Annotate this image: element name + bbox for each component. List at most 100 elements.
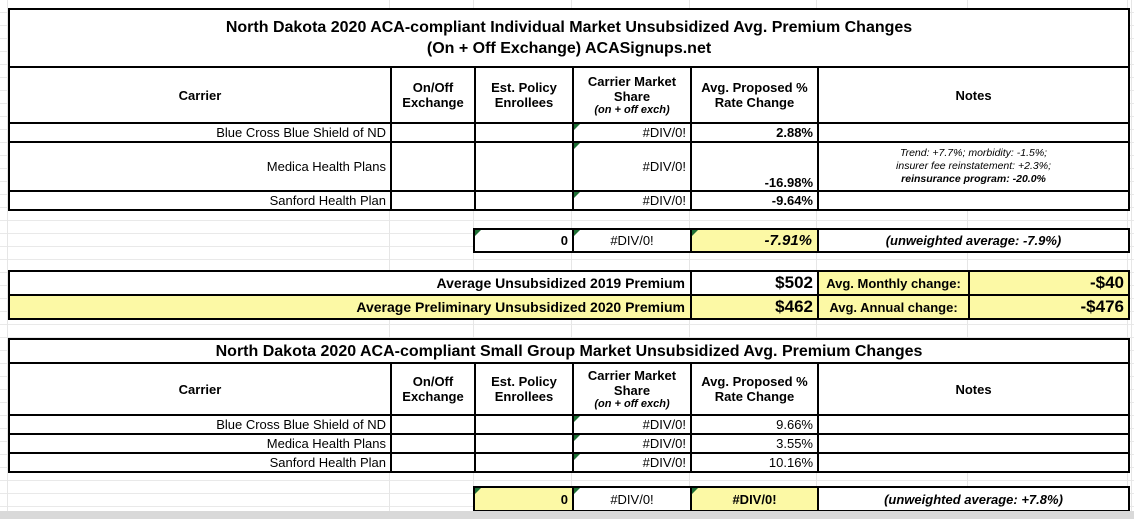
exchange-cell[interactable]	[390, 122, 476, 143]
error-triangle-icon	[476, 231, 481, 236]
market-share-header-subtext: (on + off exch)	[594, 398, 670, 410]
cell-value: 0	[560, 233, 568, 248]
cell-value: -7.91%	[764, 232, 812, 249]
carrier-cell[interactable]: Sanford Health Plan	[8, 452, 392, 473]
notes-cell[interactable]	[816, 433, 1131, 454]
error-triangle-icon	[575, 417, 580, 422]
notes-cell[interactable]	[816, 122, 1131, 143]
rate-change-cell[interactable]: -16.98%	[690, 141, 819, 192]
total-rate-change-cell[interactable]: -7.91%	[690, 228, 819, 253]
notes-cell[interactable]: Trend: +7.7%; morbidity: -1.5%; insurer …	[816, 141, 1131, 192]
gridline	[571, 0, 572, 519]
market-share-header-text: Carrier Market Share	[587, 74, 677, 104]
summary-row: Average Unsubsidized 2019 Premium $502 A…	[8, 270, 1130, 296]
totals-row: 0 #DIV/0! -7.91% (unweighted average: -7…	[473, 228, 1130, 253]
annual-change-label[interactable]: Avg. Annual change:	[817, 294, 970, 320]
notes-cell[interactable]	[816, 414, 1131, 435]
total-enrollees-cell[interactable]: 0	[473, 486, 574, 512]
market-share-cell[interactable]: #DIV/0!	[572, 414, 692, 435]
summary-row: Average Preliminary Unsubsidized 2020 Pr…	[8, 294, 1130, 320]
market-share-cell[interactable]: #DIV/0!	[572, 141, 692, 192]
title-line-1: North Dakota 2020 ACA-compliant Individu…	[225, 19, 913, 36]
enrollees-cell[interactable]	[474, 433, 574, 454]
small-group-totals-row: 0 #DIV/0! #DIV/0! (unweighted average: +…	[473, 486, 1130, 512]
exchange-cell[interactable]	[390, 141, 476, 192]
header-row: Carrier On/Off Exchange Est. Policy Enro…	[8, 362, 1131, 416]
error-triangle-icon	[693, 231, 698, 236]
column-header-rate-change[interactable]: Avg. Proposed % Rate Change	[690, 362, 819, 416]
summary-value-2019[interactable]: $502	[690, 270, 819, 296]
carrier-cell[interactable]: Blue Cross Blue Shield of ND	[8, 414, 392, 435]
monthly-change-value[interactable]: -$40	[968, 270, 1130, 296]
table-row: Blue Cross Blue Shield of ND #DIV/0! 2.8…	[8, 122, 1131, 143]
rate-change-cell[interactable]: 3.55%	[690, 433, 819, 454]
market-share-header-subtext: (on + off exch)	[594, 104, 670, 116]
gridline	[389, 0, 390, 519]
gridline	[967, 0, 968, 519]
column-header-market-share[interactable]: Carrier Market Share (on + off exch)	[572, 66, 692, 124]
unweighted-average-note[interactable]: (unweighted average: +7.8%)	[817, 486, 1130, 512]
column-header-notes[interactable]: Notes	[816, 66, 1131, 124]
total-market-share-cell[interactable]: #DIV/0!	[572, 486, 692, 512]
notes-cell[interactable]	[816, 190, 1131, 211]
column-header-carrier[interactable]: Carrier	[8, 362, 392, 416]
column-header-carrier[interactable]: Carrier	[8, 66, 392, 124]
total-market-share-cell[interactable]: #DIV/0!	[572, 228, 692, 253]
column-header-exchange[interactable]: On/Off Exchange	[390, 66, 476, 124]
individual-totals-row: 0 #DIV/0! -7.91% (unweighted average: -7…	[473, 228, 1130, 253]
small-group-title-cell[interactable]: North Dakota 2020 ACA-compliant Small Gr…	[7, 338, 1131, 364]
market-share-cell[interactable]: #DIV/0!	[572, 433, 692, 454]
market-share-cell[interactable]: #DIV/0!	[572, 190, 692, 211]
cell-value: #DIV/0!	[642, 159, 686, 174]
header-row: Carrier On/Off Exchange Est. Policy Enro…	[8, 66, 1131, 124]
monthly-change-label[interactable]: Avg. Monthly change:	[817, 270, 970, 296]
column-header-market-share[interactable]: Carrier Market Share (on + off exch)	[572, 362, 692, 416]
individual-table-title-cell[interactable]: North Dakota 2020 ACA-compliant Individu…	[7, 8, 1131, 68]
error-triangle-icon	[575, 455, 580, 460]
column-header-enrollees[interactable]: Est. Policy Enrollees	[474, 362, 574, 416]
bottom-gray-strip	[0, 511, 1134, 519]
rate-change-cell[interactable]: -9.64%	[690, 190, 819, 211]
exchange-cell[interactable]	[390, 452, 476, 473]
carrier-cell[interactable]: Blue Cross Blue Shield of ND	[8, 122, 392, 143]
summary-label-2019[interactable]: Average Unsubsidized 2019 Premium	[8, 270, 692, 296]
enrollees-cell[interactable]	[474, 122, 574, 143]
summary-value-2020[interactable]: $462	[690, 294, 819, 320]
enrollees-cell[interactable]	[474, 190, 574, 211]
enrollees-cell[interactable]	[474, 452, 574, 473]
annual-change-value[interactable]: -$476	[968, 294, 1130, 320]
note-line: insurer fee reinstatement: +2.3%;	[896, 160, 1051, 172]
small-group-table: North Dakota 2020 ACA-compliant Small Gr…	[7, 338, 1131, 473]
summary-label-2020[interactable]: Average Preliminary Unsubsidized 2020 Pr…	[8, 294, 692, 320]
error-triangle-icon	[575, 144, 580, 149]
carrier-cell[interactable]: Medica Health Plans	[8, 141, 392, 192]
column-header-notes[interactable]: Notes	[816, 362, 1131, 416]
gridline	[1127, 0, 1128, 519]
table-row: Blue Cross Blue Shield of ND #DIV/0! 9.6…	[8, 414, 1131, 435]
column-header-rate-change[interactable]: Avg. Proposed % Rate Change	[690, 66, 819, 124]
note-line: reinsurance program: -20.0%	[901, 173, 1046, 185]
carrier-cell[interactable]: Medica Health Plans	[8, 433, 392, 454]
notes-cell[interactable]	[816, 452, 1131, 473]
premium-summary-table: Average Unsubsidized 2019 Premium $502 A…	[8, 270, 1130, 320]
individual-market-table: North Dakota 2020 ACA-compliant Individu…	[7, 8, 1131, 211]
enrollees-cell[interactable]	[474, 141, 574, 192]
total-rate-change-cell[interactable]: #DIV/0!	[690, 486, 819, 512]
unweighted-average-note[interactable]: (unweighted average: -7.9%)	[817, 228, 1130, 253]
rate-change-cell[interactable]: 2.88%	[690, 122, 819, 143]
total-enrollees-cell[interactable]: 0	[473, 228, 574, 253]
exchange-cell[interactable]	[390, 190, 476, 211]
rate-change-cell[interactable]: 9.66%	[690, 414, 819, 435]
exchange-cell[interactable]	[390, 414, 476, 435]
column-header-exchange[interactable]: On/Off Exchange	[390, 362, 476, 416]
market-share-cell[interactable]: #DIV/0!	[572, 452, 692, 473]
enrollees-cell[interactable]	[474, 414, 574, 435]
column-header-enrollees[interactable]: Est. Policy Enrollees	[474, 66, 574, 124]
rate-change-cell[interactable]: 10.16%	[690, 452, 819, 473]
totals-row: 0 #DIV/0! #DIV/0! (unweighted average: +…	[473, 486, 1130, 512]
carrier-cell[interactable]: Sanford Health Plan	[8, 190, 392, 211]
table-row: Sanford Health Plan #DIV/0! 10.16%	[8, 452, 1131, 473]
exchange-cell[interactable]	[390, 433, 476, 454]
market-share-cell[interactable]: #DIV/0!	[572, 122, 692, 143]
